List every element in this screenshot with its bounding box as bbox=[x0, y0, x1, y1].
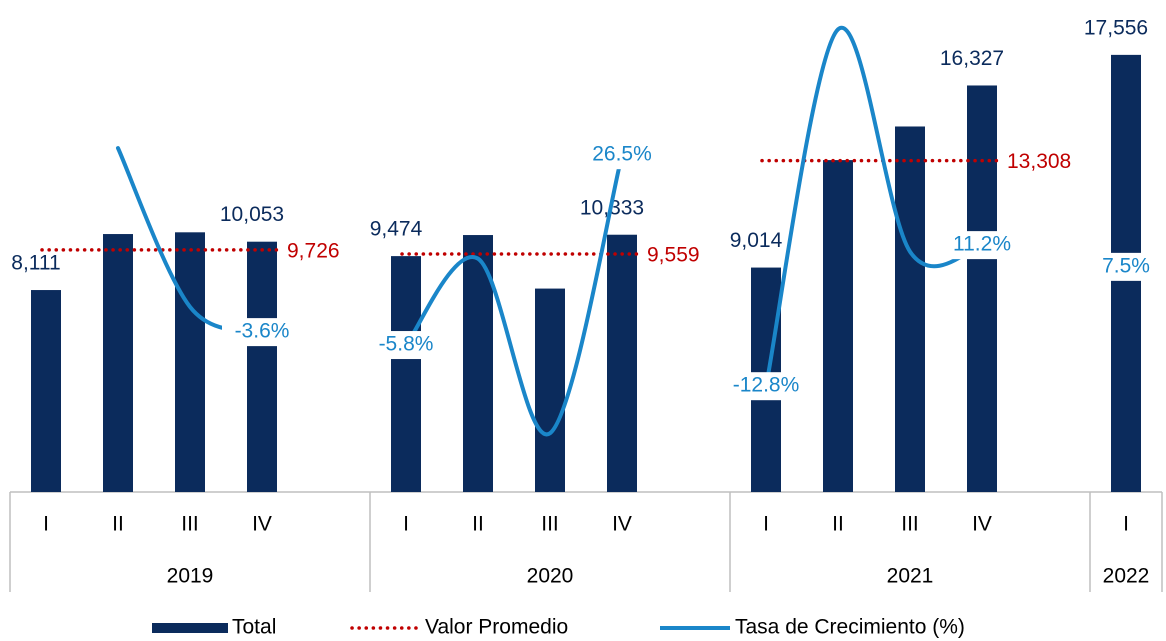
growth-value-label: -3.6% bbox=[235, 320, 290, 343]
bar bbox=[247, 241, 277, 492]
label-background bbox=[222, 318, 302, 347]
bar bbox=[607, 234, 637, 492]
x-tick-label: IV bbox=[252, 513, 272, 536]
average-label: 9,726 bbox=[287, 239, 340, 262]
label-background bbox=[366, 331, 446, 360]
x-tick-label: III bbox=[901, 513, 919, 536]
growth-value-label: 11.2% bbox=[953, 233, 1011, 256]
x-tick-label: III bbox=[541, 513, 559, 536]
growth-value-label: -12.8% bbox=[733, 374, 800, 397]
growth-value-label: 7.5% bbox=[1102, 254, 1150, 277]
bar-value-label: 8,111 bbox=[11, 252, 60, 275]
x-tick-label: I bbox=[43, 513, 49, 536]
bar bbox=[391, 256, 421, 492]
group-label: 2021 bbox=[887, 565, 934, 588]
bar-value-label: 9,474 bbox=[370, 218, 423, 241]
bar bbox=[967, 85, 997, 492]
x-tick-label: II bbox=[832, 513, 844, 536]
group-label: 2019 bbox=[167, 565, 214, 588]
x-tick-label: I bbox=[1123, 513, 1129, 536]
x-tick-label: III bbox=[181, 513, 199, 536]
legend-label: Total bbox=[232, 616, 276, 639]
x-tick-label: I bbox=[403, 513, 409, 536]
growth-value-label: -5.8% bbox=[379, 333, 434, 356]
x-tick-label: IV bbox=[612, 513, 632, 536]
bar-value-label: 9,014 bbox=[730, 229, 783, 252]
bar bbox=[103, 234, 133, 492]
label-background bbox=[942, 231, 1022, 260]
legend-label: Tasa de Crecimiento (%) bbox=[735, 616, 965, 639]
label-background bbox=[726, 372, 806, 401]
bar-value-label: 10,053 bbox=[220, 203, 284, 226]
x-tick-label: II bbox=[472, 513, 484, 536]
group-label: 2022 bbox=[1103, 565, 1150, 588]
group-label: 2020 bbox=[527, 565, 574, 588]
x-tick-label: II bbox=[112, 513, 124, 536]
average-label: 13,308 bbox=[1007, 150, 1071, 173]
legend-swatch bbox=[152, 623, 228, 633]
bar bbox=[175, 232, 205, 492]
label-background bbox=[1086, 252, 1166, 281]
bar bbox=[823, 160, 853, 493]
x-tick-label: I bbox=[763, 513, 769, 536]
label-background bbox=[582, 141, 662, 170]
growth-value-label: 26.5% bbox=[592, 143, 652, 166]
growth-line bbox=[404, 153, 624, 437]
bar-value-label: 17,556 bbox=[1084, 16, 1148, 39]
growth-line bbox=[764, 25, 984, 389]
bar-value-label: 16,327 bbox=[940, 47, 1004, 70]
average-label: 9,559 bbox=[647, 244, 700, 267]
bar bbox=[895, 126, 925, 492]
x-tick-label: IV bbox=[972, 513, 992, 536]
bar bbox=[535, 288, 565, 492]
bar bbox=[31, 290, 61, 492]
legend-label: Valor Promedio bbox=[425, 616, 568, 639]
